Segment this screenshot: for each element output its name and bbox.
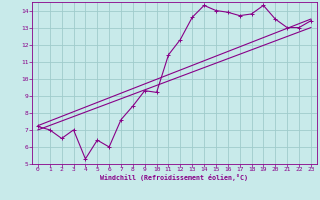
X-axis label: Windchill (Refroidissement éolien,°C): Windchill (Refroidissement éolien,°C) <box>100 174 248 181</box>
